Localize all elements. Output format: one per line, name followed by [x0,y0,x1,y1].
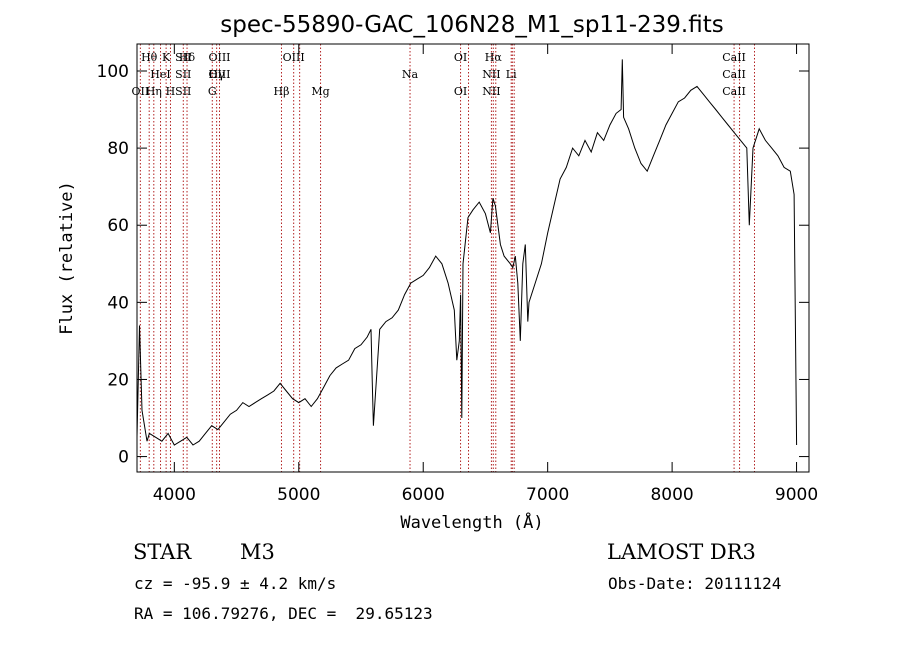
sky-coordinates: RA = 106.79276, DEC = 29.65123 [134,604,433,623]
line-label: Hθ [141,51,158,64]
line-label: OIII [208,68,230,81]
line-label: Hδ [179,51,196,64]
line-label: NII [482,68,500,81]
y-tick-label: 60 [107,216,129,236]
line-label: NII [482,85,500,98]
line-label: Hβ [274,85,290,98]
line-label: Mg [311,85,329,98]
object-class: STAR [133,540,192,564]
x-tick-label: 8000 [650,485,693,505]
y-axis: 0 20 40 60 80 100 [97,62,809,468]
line-label: Hα [485,51,503,64]
y-tick-label: 100 [97,62,129,82]
redshift-velocity: cz = -95.9 ± 4.2 km/s [134,574,337,593]
x-tick-label: 7000 [526,485,569,505]
line-label: K [162,51,171,64]
line-label: CaII [722,51,746,64]
object-subclass: M3 [240,540,275,564]
line-label: OI [454,85,467,98]
line-label: OIII [208,51,230,64]
survey-name: LAMOST DR3 [607,540,756,564]
line-label: HeI [150,68,170,81]
line-label: SII [175,85,191,98]
line-label: Hγ [209,68,226,81]
x-tick-label: 5000 [277,485,320,505]
y-tick-label: 0 [118,448,129,468]
line-label: G [208,85,217,98]
observation-date: Obs-Date: 20111124 [608,574,782,593]
spectrum-line [136,59,798,446]
line-label: SII [175,68,191,81]
line-label: Na [402,68,419,81]
y-tick-label: 80 [107,139,129,159]
line-label: Hη [146,85,162,98]
x-tick-label: 9000 [775,485,818,505]
line-label: CaII [722,68,746,81]
spectral-line-markers [139,44,755,472]
line-label: OI [454,51,467,64]
x-axis: 4000 5000 6000 7000 8000 9000 [153,44,818,505]
line-label: CaII [722,85,746,98]
chart-title: spec-55890-GAC_106N28_M1_sp11-239.fits [220,12,723,38]
line-label: SII [175,51,191,64]
line-label: Li [506,68,517,81]
x-tick-label: 4000 [153,485,196,505]
line-label: H [166,85,176,98]
y-tick-label: 20 [107,370,129,390]
x-axis-label: Wavelength (Å) [400,511,543,533]
plot-frame [136,43,810,473]
line-label: OIII [283,51,305,64]
y-tick-label: 40 [107,293,129,313]
y-axis-label: Flux (relative) [57,181,77,335]
line-label: OII [132,85,150,98]
x-tick-label: 6000 [402,485,445,505]
